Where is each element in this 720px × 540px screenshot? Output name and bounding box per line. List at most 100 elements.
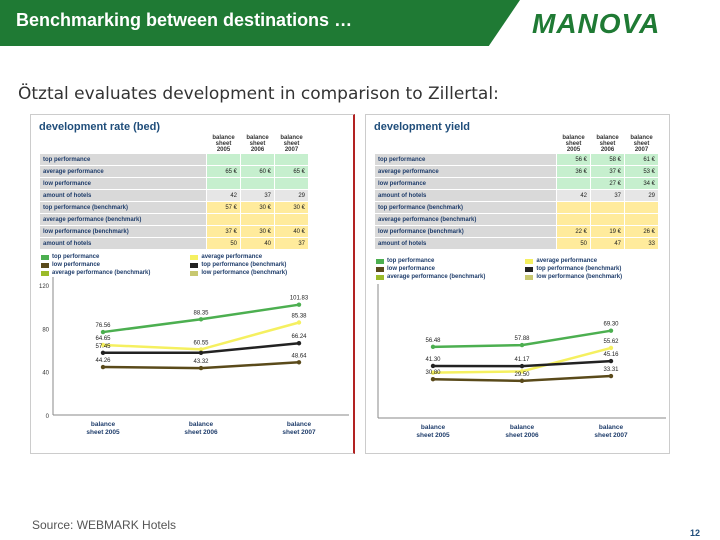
source-note: Source: WEBMARK Hotels [32,518,177,532]
left-data-label: 85.38 [291,314,307,320]
left-data-label: 66.24 [291,334,307,340]
left-x-tick-label: balance [287,421,312,428]
right-data-label: 33.31 [603,367,619,373]
right-data-point [430,376,436,382]
left-legend-label: average performance [201,254,263,260]
right-x-tick-label: balance [510,424,535,431]
left-data-label: 101.83 [290,296,309,302]
right-x-tick-label: sheet 2006 [505,432,539,439]
left-table-cell: 37 [274,237,309,250]
left-data-label: 57.45 [95,344,111,350]
right-col-header: balance sheet 2006 [596,135,619,153]
left-table-row: low performance [39,177,309,190]
left-row-label: average performance [39,165,207,178]
right-table-cell: 26 € [624,225,659,238]
right-legend-swatch [376,266,384,272]
right-legend-label: top performance [387,258,435,264]
right-data-label: 30.80 [425,370,441,376]
right-legend-item: average performance [525,257,622,265]
right-legend-label: average performance [536,258,598,264]
right-table-corner [375,135,557,154]
left-legend-item: average performance [190,253,287,261]
left-legend-label: top performance (benchmark) [201,262,287,268]
left-row-label: top performance [39,153,207,166]
left-data-label: 43.32 [193,359,209,365]
left-table-row: amount of hotels 50 40 37 [39,237,309,250]
right-data-point [519,378,525,384]
right-x-tick-label: balance [421,424,446,431]
left-legend-swatch [190,254,199,260]
right-row-label: low performance (benchmark) [374,225,557,238]
left-table-cell: 30 € [240,225,275,238]
right-table-row: low performance (benchmark) 22 €19 €26 € [374,225,659,238]
left-table-row: average performance 65 €60 €65 € [39,165,309,178]
right-data-label: 45.16 [603,352,619,358]
right-table: balance sheet 2005 balance sheet 2006 ba… [374,135,659,250]
left-table-cell [274,153,309,166]
left-table-cell: 65 € [206,165,241,178]
slide-title: Benchmarking between destinations … [16,10,353,30]
left-legend: top performance low performance average pe… [41,253,341,277]
right-table-cell: 34 € [624,177,659,190]
right-row-label: amount of hotels [374,237,557,250]
right-table-cell [556,213,591,226]
right-table-cell: 19 € [590,225,625,238]
right-data-point [519,363,525,369]
left-row-label: amount of hotels [39,189,207,202]
right-data-point [608,345,614,351]
right-row-label: amount of hotels [374,189,557,202]
left-legend-label: low performance (benchmark) [201,270,288,276]
left-y-tick-label: 0 [46,414,50,420]
left-table-cell: 65 € [274,165,309,178]
left-row-label: low performance [39,177,207,190]
left-legend-swatch [41,254,49,260]
right-data-label: 29.50 [514,372,530,378]
right-table-cell [590,201,625,214]
left-row-label: amount of hotels [39,237,207,250]
left-table-row: average performance (benchmark) [39,213,309,226]
left-data-point [198,317,204,322]
left-table-cell [240,153,275,166]
left-table-cell: 40 € [274,225,309,238]
left-table-row: low performance (benchmark) 37 €30 €40 € [39,225,309,238]
right-table-cell [590,213,625,226]
right-table-cell [624,201,659,214]
left-data-label: 64.65 [95,336,111,342]
right-row-label: low performance [374,177,557,190]
right-col-header: balance sheet 2007 [630,135,653,153]
left-table-cell: 40 [240,237,275,250]
left-table-cell: 29 [274,189,309,202]
left-col-header: balance sheet 2006 [246,135,269,153]
left-legend-item: top performance [41,253,150,261]
right-table-cell: 50 [556,237,591,250]
right-table-cell [624,213,659,226]
right-data-point [608,328,614,333]
left-x-tick-label: sheet 2005 [86,429,120,436]
left-data-point [198,347,204,352]
left-col-header: balance sheet 2005 [212,135,235,153]
right-table-cell [556,177,591,190]
left-legend-item: top performance (benchmark) [190,261,287,269]
right-table-row: top performance 56 €58 €61 € [374,153,659,166]
left-table-cell [206,153,241,166]
left-table-row: top performance [39,153,309,166]
right-table-cell: 36 € [556,165,591,178]
left-table-cell [206,213,241,226]
right-table-cell: 47 [590,237,625,250]
right-data-point [608,373,614,379]
right-data-point [430,363,436,369]
right-legend-item: low performance (benchmark) [525,273,622,281]
right-table-cell: 27 € [590,177,625,190]
right-table-row: top performance (benchmark) [374,201,659,214]
right-data-point [608,358,614,364]
right-legend: top performance low performance average pe… [376,257,666,281]
right-x-tick-label: sheet 2007 [594,432,628,439]
right-legend-swatch [376,274,384,280]
left-data-point [296,341,302,346]
left-table-cell: 57 € [206,201,241,214]
left-data-label: 60.55 [193,340,209,346]
right-table-cell: 37 € [590,165,625,178]
right-row-label: top performance (benchmark) [374,201,557,214]
